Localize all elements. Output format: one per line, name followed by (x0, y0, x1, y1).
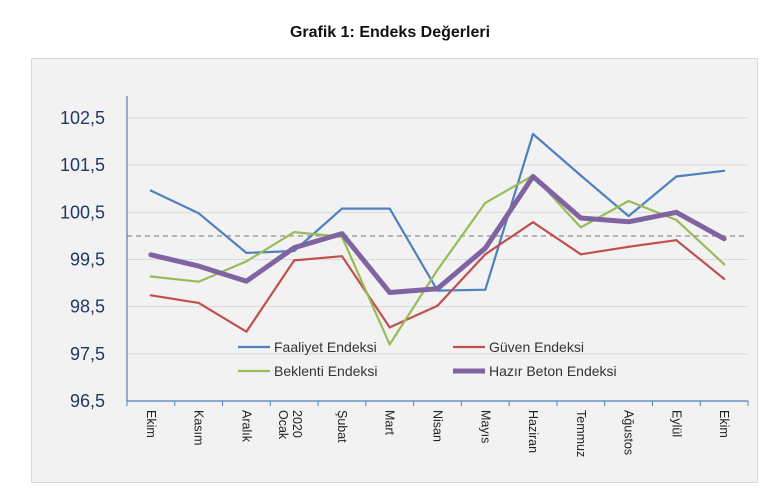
data-point (626, 219, 631, 224)
data-point (484, 253, 487, 256)
x-tick-label: Temmuz (574, 410, 588, 457)
data-point (675, 218, 678, 221)
legend-label: Beklenti Endeksi (274, 363, 378, 379)
series-line-hazır-beton-endeksi (148, 174, 727, 295)
data-point (436, 304, 439, 307)
data-point (723, 277, 726, 280)
data-point (293, 259, 296, 262)
data-point (531, 221, 535, 224)
data-point (197, 212, 200, 215)
data-point (675, 175, 678, 178)
legend-label: Faaliyet Endeksi (274, 339, 377, 355)
data-point (245, 251, 248, 254)
data-point (721, 236, 727, 241)
data-point (627, 245, 630, 248)
data-point (340, 255, 344, 258)
x-tick-label: Ekim (144, 410, 158, 438)
data-point (388, 326, 391, 329)
data-point (339, 231, 345, 236)
data-point (293, 231, 296, 234)
data-point (483, 245, 488, 251)
x-tick-label: Haziran (526, 410, 540, 453)
x-tick-label: Mayıs (478, 410, 492, 443)
data-point (674, 210, 679, 215)
data-point (197, 301, 200, 304)
data-point (627, 199, 630, 203)
chart-title: Grafik 1: Endeks Değerleri (289, 24, 491, 41)
x-tick-label: Mart (383, 410, 397, 436)
data-point (578, 215, 584, 221)
data-point (531, 132, 535, 136)
data-point (484, 288, 487, 291)
data-point (245, 330, 248, 333)
data-point (149, 275, 152, 278)
data-point (627, 215, 630, 218)
data-point (723, 263, 726, 266)
x-tick-label: Şubat (335, 410, 349, 443)
data-point (340, 207, 344, 210)
data-point (435, 286, 440, 291)
data-point (723, 169, 726, 172)
data-point (245, 260, 248, 263)
data-point (388, 207, 391, 210)
y-tick-label: 101,5 (60, 155, 105, 175)
x-tick-label: Ağustos (622, 410, 636, 455)
data-point (388, 343, 391, 346)
data-point (579, 226, 582, 229)
y-tick-label: 97,5 (70, 344, 105, 364)
y-tick-label: 100,5 (60, 202, 105, 222)
data-point (484, 201, 487, 204)
data-point (148, 252, 154, 257)
data-point (387, 290, 392, 295)
y-tick-label: 96,5 (70, 391, 105, 411)
data-point (149, 294, 152, 297)
y-tick-label: 98,5 (70, 297, 105, 317)
x-tick-label: Ekim (717, 410, 731, 438)
x-tick-label: Nisan (431, 410, 445, 442)
data-point (196, 263, 201, 269)
data-point (197, 280, 200, 283)
data-point (149, 189, 152, 192)
data-point (436, 268, 439, 271)
data-point (579, 253, 582, 256)
legend-label: Güven Endeksi (489, 339, 584, 355)
data-point (244, 278, 249, 284)
data-point (579, 174, 582, 177)
x-tick-label: Ocak2020 (276, 410, 304, 440)
data-point (675, 239, 678, 242)
x-tick-label: Aralık (239, 410, 253, 443)
data-point (530, 174, 536, 179)
plot-area-frame (31, 58, 758, 483)
y-tick-label: 102,5 (60, 108, 105, 128)
x-tick-label: Eylül (669, 410, 683, 437)
x-tick-label: Kasım (192, 410, 206, 445)
legend-label: Hazır Beton Endeksi (489, 363, 617, 379)
data-point (291, 245, 297, 250)
y-tick-label: 99,5 (70, 250, 105, 270)
